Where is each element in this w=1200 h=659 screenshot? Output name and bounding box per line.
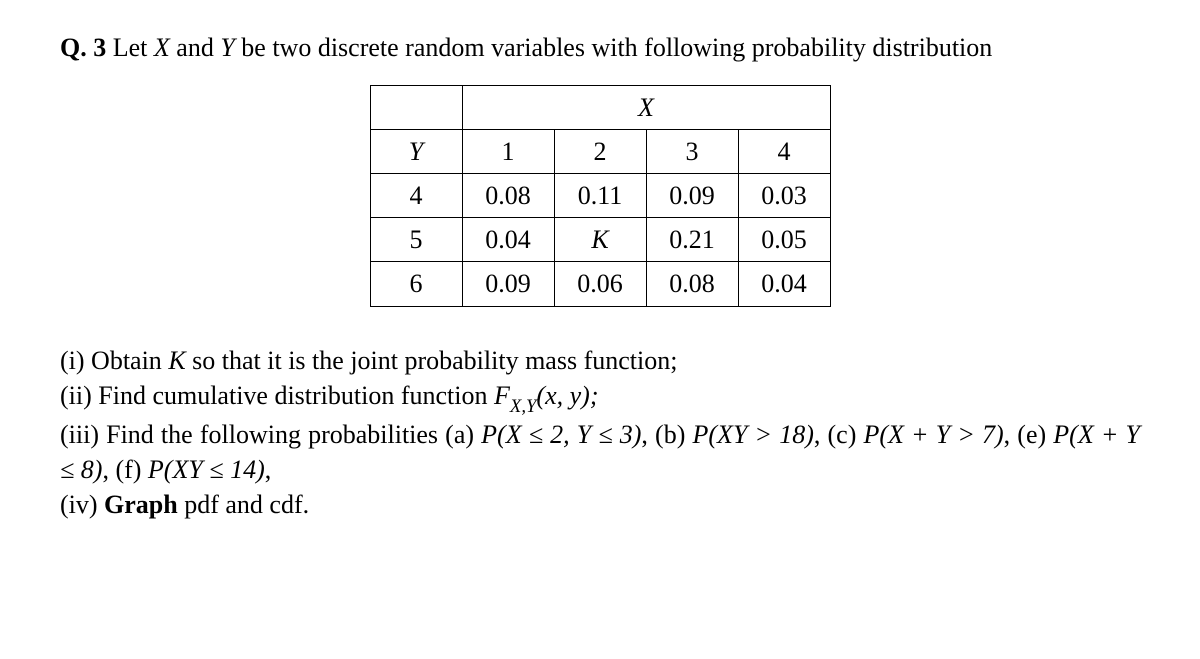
prob-cell: 0.09 bbox=[646, 174, 738, 218]
prob-cell: 0.04 bbox=[738, 262, 830, 306]
table-row: 6 0.09 0.06 0.08 0.04 bbox=[370, 262, 830, 306]
y-header: Y bbox=[370, 130, 462, 174]
part-iii-c: P(X + Y > 7) bbox=[864, 420, 1004, 449]
sep-c: , (e) bbox=[1004, 420, 1054, 449]
intro-before-x: Let bbox=[106, 33, 154, 62]
prob-cell-unknown: K bbox=[554, 218, 646, 262]
table-row: 4 0.08 0.11 0.09 0.03 bbox=[370, 174, 830, 218]
part-iv-prefix: (iv) bbox=[60, 490, 104, 519]
part-iv-suffix: pdf and cdf. bbox=[178, 490, 309, 519]
y-value: 5 bbox=[370, 218, 462, 262]
part-ii-prefix: (ii) Find cumulative distribution functi… bbox=[60, 381, 494, 410]
part-i-suffix: so that it is the joint probability mass… bbox=[186, 346, 678, 375]
part-i: (i) Obtain K so that it is the joint pro… bbox=[60, 343, 1140, 378]
intro-mid: and bbox=[170, 33, 221, 62]
prob-cell: 0.21 bbox=[646, 218, 738, 262]
part-ii-f: F bbox=[494, 381, 510, 410]
part-ii: (ii) Find cumulative distribution functi… bbox=[60, 378, 1140, 417]
part-ii-sub: X,Y bbox=[510, 396, 537, 417]
part-iii-a: P(X ≤ 2, Y ≤ 3) bbox=[481, 420, 641, 449]
prob-cell: 0.05 bbox=[738, 218, 830, 262]
prob-cell: 0.08 bbox=[646, 262, 738, 306]
intro-after-y: be two discrete random variables with fo… bbox=[235, 33, 992, 62]
part-iii-suffix: , bbox=[265, 455, 272, 484]
x-value: 1 bbox=[462, 130, 554, 174]
x-value: 2 bbox=[554, 130, 646, 174]
question-header: Q. 3 Let X and Y be two discrete random … bbox=[60, 30, 1140, 65]
sep-b: , (c) bbox=[814, 420, 864, 449]
part-ii-args: (x, y); bbox=[536, 381, 598, 410]
x-value: 3 bbox=[646, 130, 738, 174]
sep-e: , (f) bbox=[102, 455, 147, 484]
part-i-k: K bbox=[168, 346, 185, 375]
variable-x: X bbox=[154, 33, 170, 62]
x-value: 4 bbox=[738, 130, 830, 174]
part-i-prefix: (i) Obtain bbox=[60, 346, 168, 375]
question-parts: (i) Obtain K so that it is the joint pro… bbox=[60, 343, 1140, 523]
prob-cell: 0.04 bbox=[462, 218, 554, 262]
y-value: 6 bbox=[370, 262, 462, 306]
prob-cell: 0.09 bbox=[462, 262, 554, 306]
prob-cell: 0.06 bbox=[554, 262, 646, 306]
part-iii-f: P(XY ≤ 14) bbox=[148, 455, 265, 484]
question-label: Q. 3 bbox=[60, 33, 106, 62]
table-row: Y 1 2 3 4 bbox=[370, 130, 830, 174]
table-container: X Y 1 2 3 4 4 0.08 0.11 0.09 0.03 5 0.04… bbox=[60, 85, 1140, 306]
y-value: 4 bbox=[370, 174, 462, 218]
empty-cell bbox=[370, 86, 462, 130]
table-row: 5 0.04 K 0.21 0.05 bbox=[370, 218, 830, 262]
variable-y: Y bbox=[220, 33, 234, 62]
part-iii-prefix: (iii) Find the following probabilities (… bbox=[60, 420, 481, 449]
prob-cell: 0.03 bbox=[738, 174, 830, 218]
part-iv-bold: Graph bbox=[104, 490, 178, 519]
sep-a: , (b) bbox=[641, 420, 692, 449]
prob-cell: 0.11 bbox=[554, 174, 646, 218]
prob-cell: 0.08 bbox=[462, 174, 554, 218]
table-row: X bbox=[370, 86, 830, 130]
probability-table: X Y 1 2 3 4 4 0.08 0.11 0.09 0.03 5 0.04… bbox=[370, 85, 831, 306]
x-header: X bbox=[462, 86, 830, 130]
part-iii-b: P(XY > 18) bbox=[693, 420, 814, 449]
part-iv: (iv) Graph pdf and cdf. bbox=[60, 487, 1140, 522]
part-iii: (iii) Find the following probabilities (… bbox=[60, 417, 1140, 487]
